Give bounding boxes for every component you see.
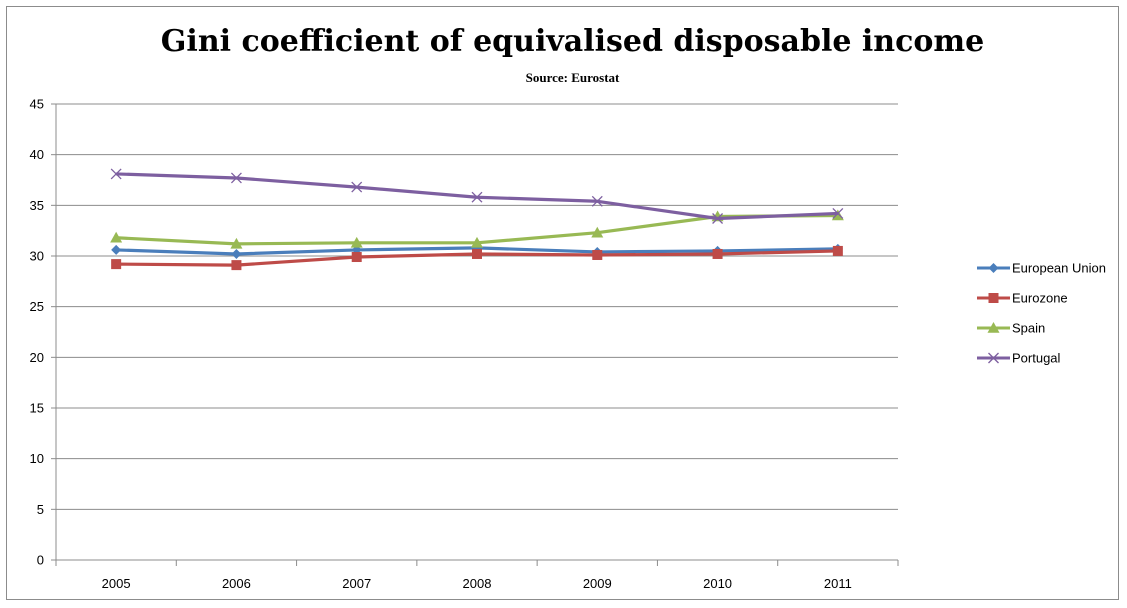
data-point-portugal [471,191,483,203]
x-tick-label: 2008 [463,576,492,591]
data-point-eurozone [712,248,723,259]
axes [51,103,899,566]
marker-stroke [351,181,363,193]
x-tick-label: 2006 [222,576,251,591]
legend-label: Portugal [1012,351,1061,366]
marker-stroke [471,191,483,203]
marker-stroke [591,195,603,207]
legend-marker [988,263,999,273]
data-point-eurozone [592,249,603,260]
x-tick-label: 2011 [824,576,852,591]
legend-label: European Union [1012,261,1106,276]
y-tick-label: 25 [30,299,44,314]
data-point-eurozone [111,259,122,270]
y-tick-label: 30 [30,249,44,264]
data-point-portugal [110,168,122,180]
y-tick-label: 35 [30,198,44,213]
y-tick-label: 5 [37,502,44,517]
y-tick-label: 0 [37,553,44,568]
series-lines [110,168,844,271]
x-tick-label: 2007 [342,576,371,591]
y-tick-label: 15 [30,401,44,416]
data-point-portugal [832,207,844,219]
series-line-portugal [116,172,838,221]
data-point-eurozone [472,248,482,259]
legend-item-spain: Spain [977,321,1045,336]
chart-subtitle: Source: Eurostat [525,70,620,85]
x-tick-label: 2010 [703,576,732,591]
marker-stroke [230,172,242,184]
series-spain [110,209,844,249]
legend: European Union Eurozone Spain Portugal [977,261,1106,366]
marker-stroke [712,213,724,224]
legend-marker [988,293,999,303]
y-tick-label: 45 [30,97,44,112]
data-point-eurozone [351,252,362,263]
data-point-eurozone [231,260,242,271]
data-point-european-union [111,244,122,255]
data-point-eurozone [832,245,843,256]
data-point-spain [350,236,363,248]
marker-stroke [988,352,999,364]
data-point-spain [230,237,243,249]
legend-item-european-union: European Union [977,261,1106,276]
legend-marker [988,352,999,364]
series-eurozone [111,245,843,271]
data-point-european-union [231,248,242,259]
marker-stroke [110,168,122,180]
y-tick-label: 20 [30,350,44,365]
chart-frame [6,6,1119,600]
data-point-spain [591,226,604,238]
data-point-portugal [230,172,242,184]
legend-label: Eurozone [1012,291,1068,306]
marker-stroke [832,207,844,219]
gridlines [56,103,898,510]
legend-item-portugal: Portugal [977,351,1061,366]
data-point-portugal [712,213,724,224]
x-axis-ticks: 2005 2006 2007 2008 2009 2010 2011 [102,576,852,591]
data-point-spain [471,236,483,248]
chart-title: Gini coefficient of equivalised disposab… [160,24,985,59]
legend-marker [987,322,1000,333]
x-tick-label: 2009 [583,576,612,591]
y-tick-label: 40 [30,147,44,162]
legend-item-eurozone: Eurozone [977,291,1068,306]
series-portugal [110,168,844,224]
data-point-portugal [351,181,363,193]
data-point-spain [110,231,123,243]
x-tick-label: 2005 [102,576,131,591]
legend-label: Spain [1012,321,1045,336]
data-point-portugal [591,195,603,207]
y-tick-label: 10 [30,451,44,466]
y-axis-ticks: 0 5 10 15 20 25 30 35 40 45 [30,97,44,568]
